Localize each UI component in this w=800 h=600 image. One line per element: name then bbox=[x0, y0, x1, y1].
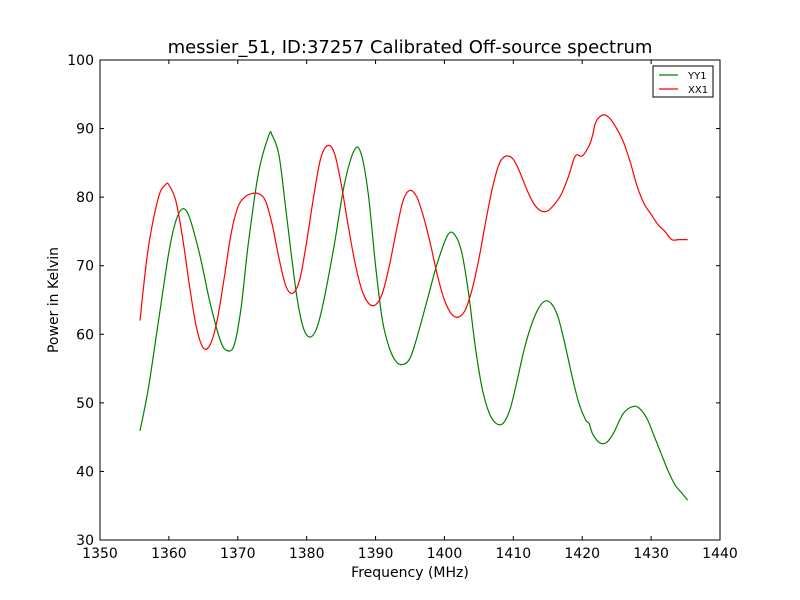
x-axis-label: Frequency (MHz) bbox=[351, 565, 469, 581]
y-axis-label: Power in Kelvin bbox=[46, 247, 62, 353]
y-tick-label: 60 bbox=[76, 327, 94, 343]
x-tick-label: 1360 bbox=[151, 546, 187, 562]
series-line-xx1 bbox=[139, 114, 688, 350]
series-line-yy1 bbox=[139, 131, 689, 501]
x-axis-ticks: 1350 1360 1370 1380 1390 1400 1410 1420 1430 1440 bbox=[82, 60, 738, 562]
y-tick-label: 50 bbox=[76, 396, 94, 412]
x-tick-label: 1380 bbox=[289, 546, 325, 562]
y-tick-label: 100 bbox=[67, 53, 94, 69]
x-tick-label: 1420 bbox=[564, 546, 600, 562]
x-tick-label: 1370 bbox=[220, 546, 256, 562]
legend-box bbox=[652, 65, 714, 98]
y-tick-label: 40 bbox=[76, 464, 94, 480]
x-tick-label: 1430 bbox=[633, 546, 669, 562]
x-tick-label: 1350 bbox=[82, 546, 118, 562]
x-tick-label: 1400 bbox=[427, 546, 463, 562]
legend-label-xx1: XX1 bbox=[688, 85, 708, 96]
series-layer bbox=[139, 114, 689, 501]
legend-label-yy1: YY1 bbox=[687, 71, 707, 82]
y-tick-label: 70 bbox=[76, 259, 94, 275]
chart-title: messier_51, ID:37257 Calibrated Off-sour… bbox=[168, 37, 653, 58]
y-tick-label: 80 bbox=[76, 190, 94, 206]
y-axis-ticks: 30 40 50 60 70 80 90 100 bbox=[67, 53, 720, 549]
plot-frame bbox=[99, 59, 721, 541]
x-tick-label: 1410 bbox=[496, 546, 532, 562]
y-tick-label: 30 bbox=[76, 533, 94, 549]
plot-area bbox=[100, 60, 720, 540]
y-tick-label: 90 bbox=[76, 122, 94, 138]
x-tick-label: 1390 bbox=[358, 546, 394, 562]
x-tick-label: 1440 bbox=[702, 546, 738, 562]
